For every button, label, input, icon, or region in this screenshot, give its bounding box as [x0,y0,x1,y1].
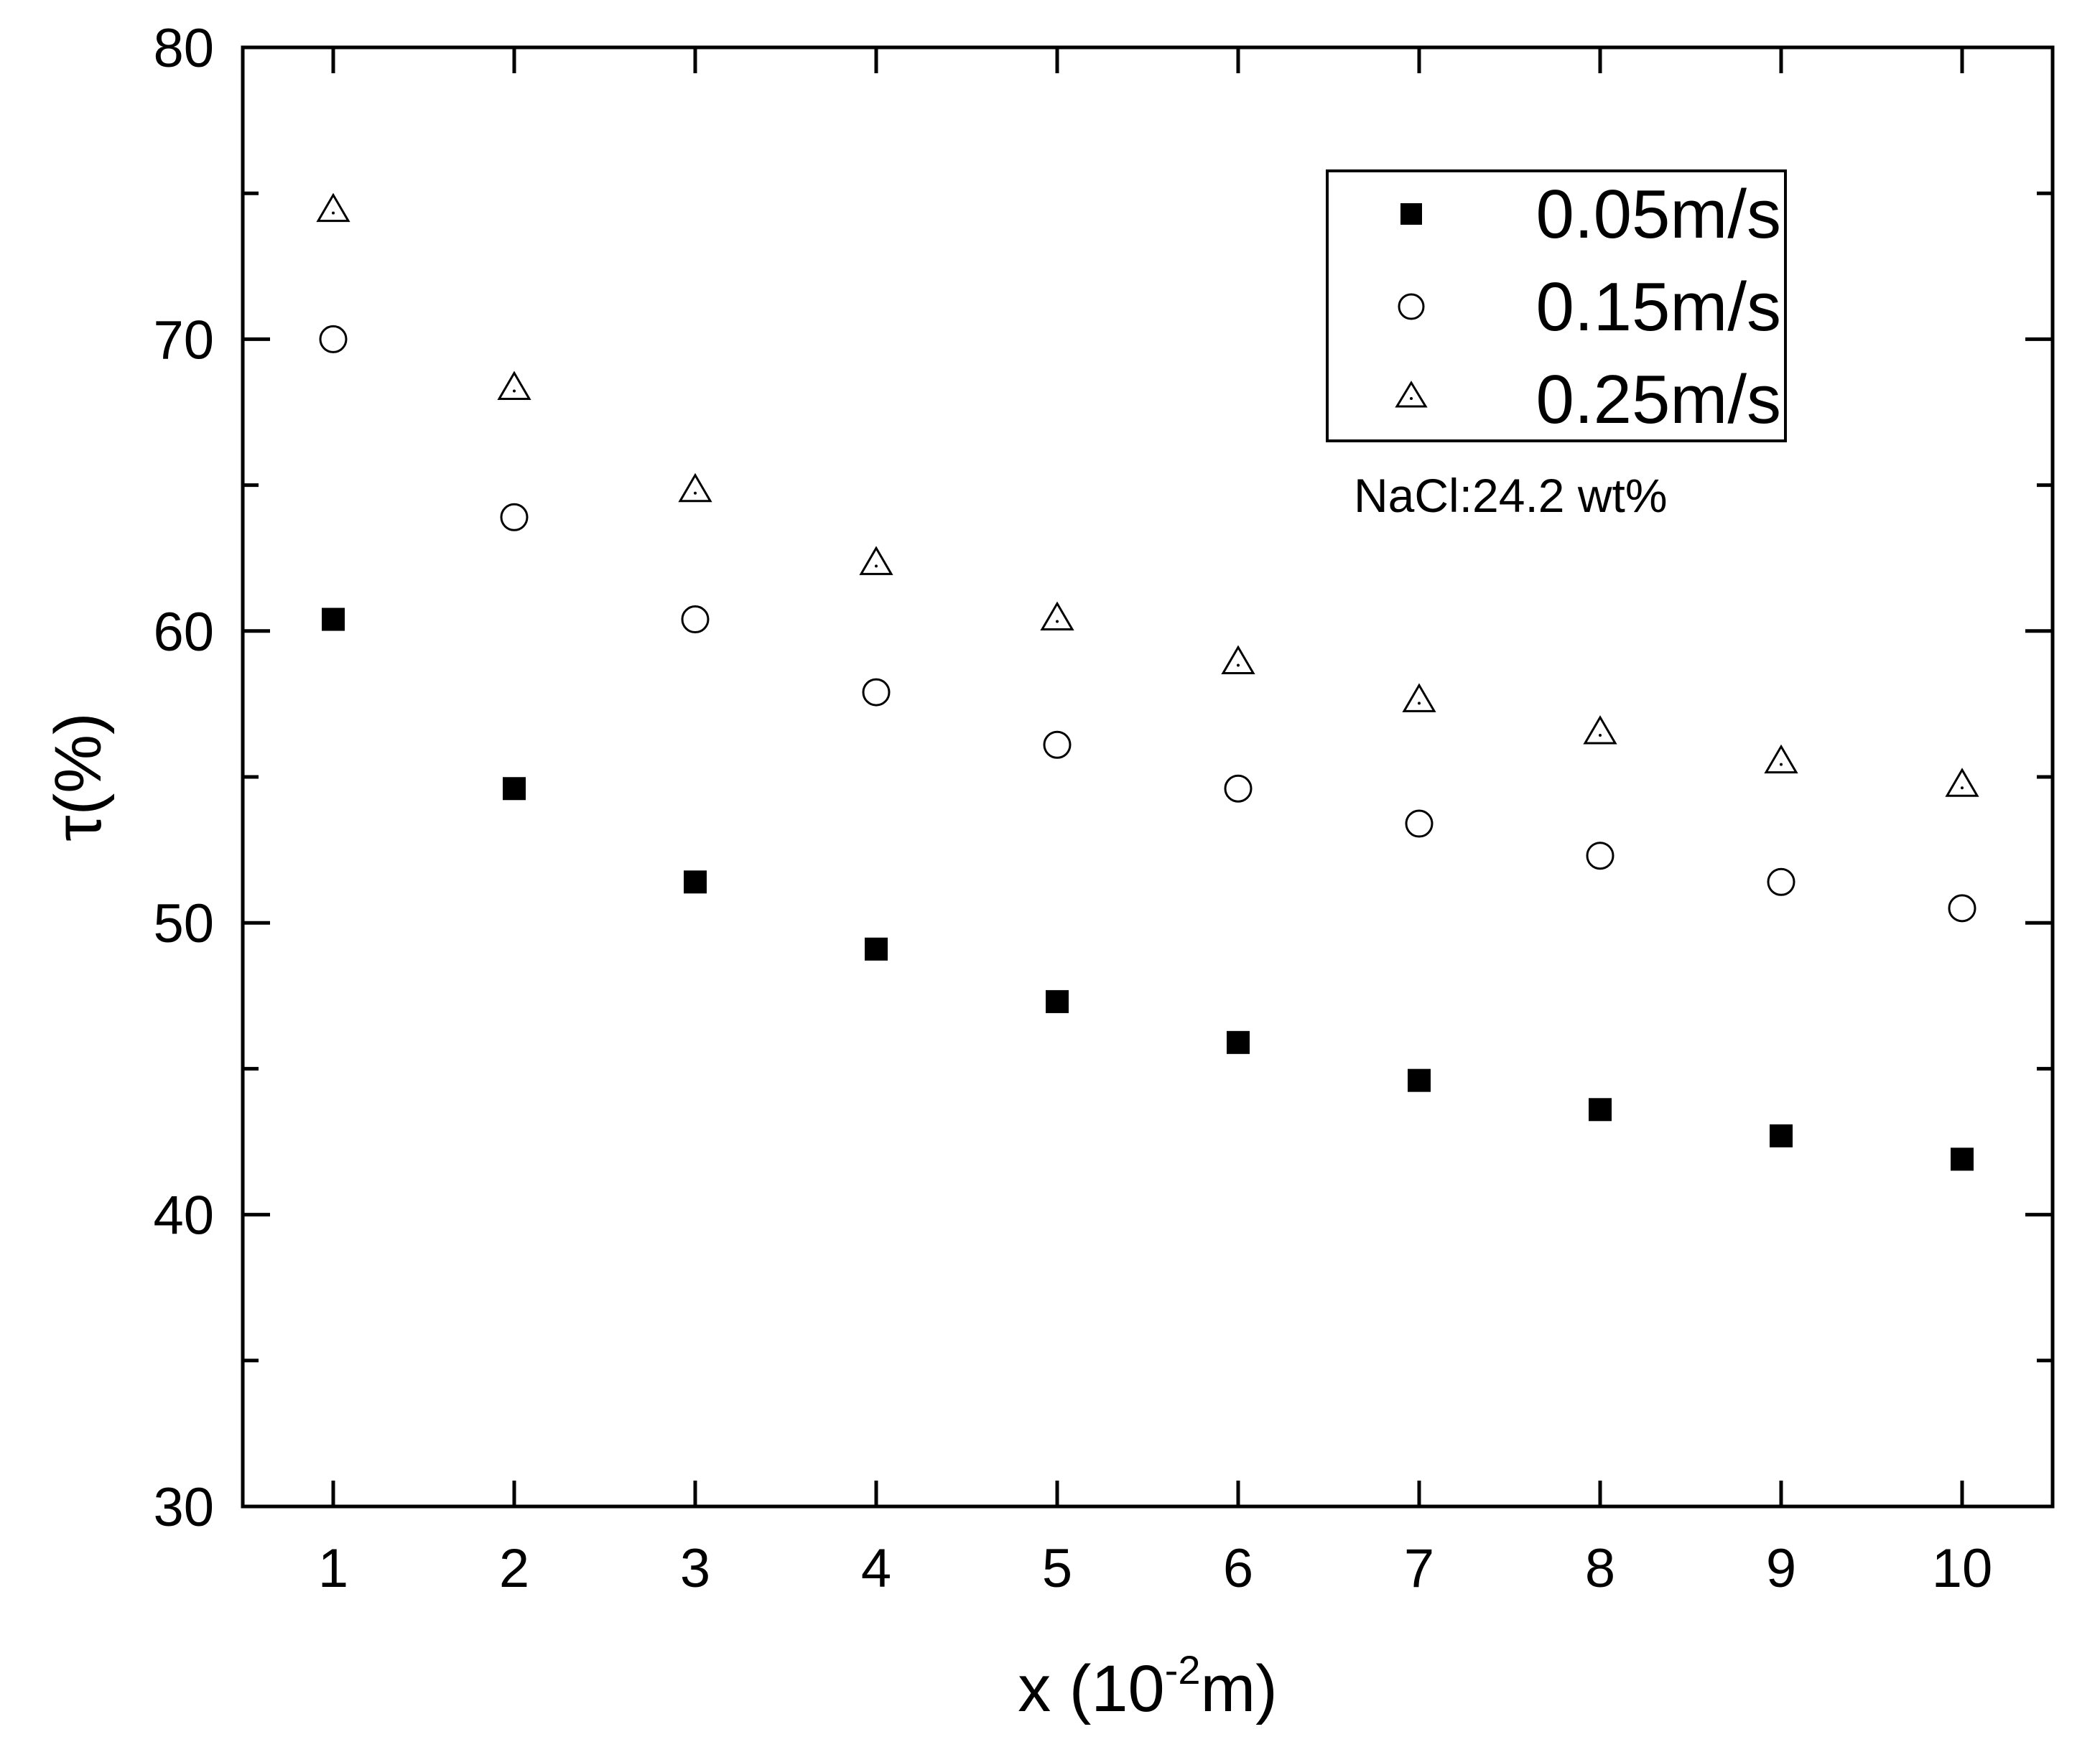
y-tick-label: 40 [153,1185,214,1247]
point-series-2 [1040,601,1074,631]
x-tick-label: 7 [1404,1538,1434,1599]
point-series-1 [862,678,891,707]
point-series-0 [1046,989,1069,1013]
point-series-2 [1402,683,1436,712]
x-tick-label: 5 [1042,1538,1072,1599]
legend-label-1: 0.15m/s [1536,269,1781,345]
x-tick-label: 9 [1766,1538,1796,1599]
point-series-2 [316,192,350,223]
legend-marker-1 [1398,293,1425,320]
point-series-1 [500,503,529,531]
legend-label-2: 0.25m/s [1536,361,1781,438]
x-axis-title-prefix: x (10 [1018,1652,1165,1725]
y-tick-label: 70 [153,309,214,371]
point-series-1 [1224,774,1253,803]
y-tick-label: 80 [153,18,214,79]
point-series-0 [1770,1124,1793,1147]
legend: 0.05m/s 0.15m/s 0.25m/s [1326,169,1787,442]
point-series-2 [1764,744,1798,774]
point-series-2 [1221,645,1255,675]
x-tick-label: 6 [1223,1538,1253,1599]
plot-frame [241,45,2055,1509]
point-series-2 [497,371,531,400]
point-series-0 [1951,1147,1974,1171]
y-tick-label: 30 [153,1477,214,1538]
point-series-0 [1227,1030,1250,1054]
legend-label-0: 0.05m/s [1536,176,1781,253]
annotation-nacl: NaCl:24.2 wt% [1354,469,1668,522]
y-tick-label: 60 [153,602,214,663]
point-series-1 [1948,894,1976,923]
x-tick-label: 2 [499,1538,529,1599]
x-axis-title: x (10-2m) [1018,1647,1278,1725]
x-tick-label: 8 [1585,1538,1615,1599]
point-series-1 [1767,867,1795,896]
point-series-0 [1408,1068,1431,1092]
point-series-2 [1945,768,1979,797]
x-tick-label: 10 [1932,1538,1993,1599]
point-series-2 [678,472,712,503]
point-series-1 [1043,730,1072,759]
point-series-0 [503,777,526,801]
point-series-0 [1589,1098,1612,1122]
point-series-0 [684,870,707,894]
point-series-0 [865,937,888,961]
x-axis-title-exponent: -2 [1165,1647,1201,1692]
point-series-0 [322,607,345,631]
y-tick-label: 50 [153,893,214,954]
legend-marker-0 [1400,203,1422,225]
point-series-2 [859,546,893,575]
point-series-1 [681,605,710,634]
point-series-2 [1583,715,1617,745]
point-series-1 [319,325,348,353]
point-series-1 [1405,809,1434,838]
point-series-1 [1586,842,1615,870]
x-tick-label: 4 [861,1538,891,1599]
x-tick-label: 3 [680,1538,710,1599]
x-tick-label: 1 [318,1538,348,1599]
x-axis-title-suffix: m) [1201,1652,1278,1725]
y-axis-title: τ(%) [42,712,115,841]
legend-marker-2 [1395,381,1428,408]
